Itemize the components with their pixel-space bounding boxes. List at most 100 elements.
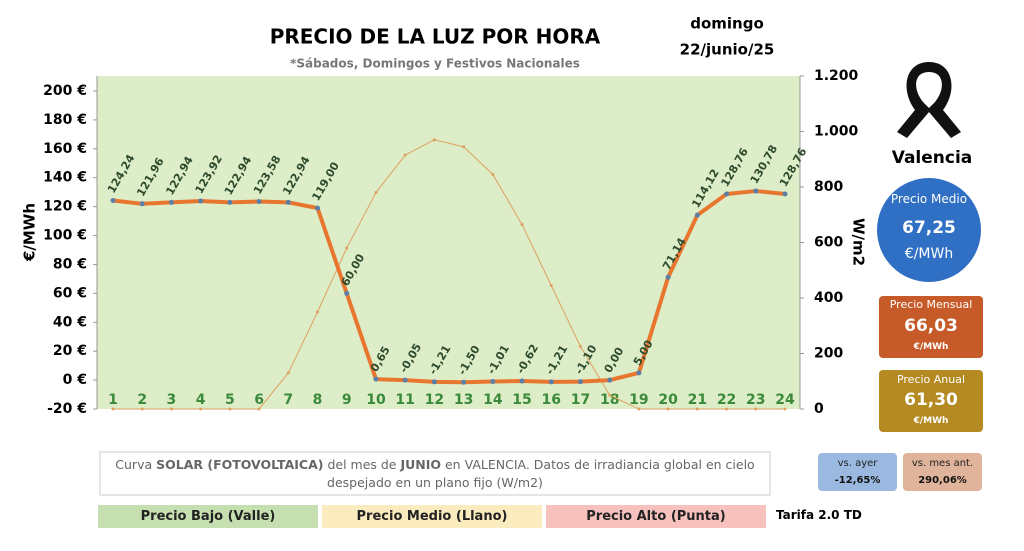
y-tick-label: 20 € [53, 343, 87, 359]
price-point [402, 377, 408, 383]
y-tick-label: 200 € [43, 83, 87, 99]
solar-point [374, 191, 378, 195]
city: Valencia [892, 148, 973, 168]
legend-punta: Precio Alto (Punta) [546, 505, 766, 528]
note-bold: JUNIO [400, 457, 442, 472]
vs-mes-value: 290,06% [918, 475, 967, 486]
medio-circle [877, 178, 981, 282]
y-tick-label: 140 € [43, 170, 87, 186]
vs-ayer-box [818, 453, 897, 491]
solar-point [783, 407, 787, 411]
mensual-value: 66,03 [904, 316, 958, 336]
solar-point [666, 407, 670, 411]
note-bold: SOLAR (FOTOVOLTAICA) [156, 457, 324, 472]
y-tick-label: 40 € [53, 314, 87, 330]
y2-tick-label: 400 [814, 290, 843, 306]
price-point [285, 199, 291, 205]
solar-point [695, 407, 699, 411]
solar-point [169, 407, 173, 411]
vs-ayer-label: vs. ayer [837, 458, 878, 469]
vs-mes-label: vs. mes ant. [911, 458, 974, 469]
x-tick-label: 11 [395, 392, 414, 408]
x-tick-label: 22 [717, 392, 736, 408]
price-point [548, 379, 554, 385]
price-point [607, 377, 613, 383]
price-point [461, 379, 467, 385]
tariff: Tarifa 2.0 TD [776, 508, 862, 522]
price-point [694, 212, 700, 218]
note-text: en VALENCIA. Datos de irradiancia global… [327, 457, 755, 490]
solar-point [140, 407, 144, 411]
mensual-unit: €/MWh [913, 342, 949, 352]
y-tick-label: 80 € [53, 256, 87, 272]
y2-tick-label: 200 [814, 346, 843, 362]
plot-area [97, 76, 800, 409]
mensual-box [879, 296, 983, 358]
price-point [490, 379, 496, 385]
y-tick-label: 60 € [53, 285, 87, 301]
chart-title: PRECIO DE LA LUZ POR HORA [270, 25, 601, 49]
x-tick-label: 14 [483, 392, 503, 408]
solar-point [345, 246, 349, 250]
x-tick-label: 2 [137, 392, 147, 408]
x-tick-label: 13 [454, 392, 473, 408]
note-text: del mes de [323, 457, 401, 472]
medio-label: Precio Medio [890, 192, 968, 206]
x-tick-label: 15 [512, 392, 531, 408]
x-tick-label: 23 [746, 392, 765, 408]
price-point [519, 378, 525, 384]
x-tick-label: 3 [167, 392, 177, 408]
note-box [99, 451, 771, 496]
x-tick-label: 19 [629, 392, 648, 408]
y2-tick-label: 0 [814, 401, 824, 417]
solar-line [113, 139, 785, 410]
legend-valle: Precio Bajo (Valle) [98, 505, 318, 528]
price-point [373, 376, 379, 382]
price-point [256, 198, 262, 204]
price-point [577, 379, 583, 385]
y-tick-label: 0 € [63, 372, 87, 388]
solar-point [520, 222, 524, 226]
solar-point [549, 284, 553, 288]
y2-axis-label: W/m2 [850, 218, 868, 266]
solar-point [228, 407, 232, 411]
solar-point [462, 145, 466, 149]
y2-tick-label: 600 [814, 235, 843, 251]
y-tick-label: -20 € [47, 401, 87, 417]
x-tick-label: 7 [283, 392, 293, 408]
y-tick-label: 100 € [43, 228, 87, 244]
medio-unit: €/MWh [904, 246, 954, 262]
x-tick-label: 10 [366, 392, 386, 408]
y-axis-label: €/MWh [21, 203, 39, 262]
x-tick-label: 6 [254, 392, 264, 408]
solar-point [754, 407, 758, 411]
x-tick-label: 1 [108, 392, 118, 408]
solar-point [725, 407, 729, 411]
price-point [315, 205, 321, 211]
solar-point [286, 371, 290, 375]
solar-point [403, 153, 407, 157]
mensual-label: Precio Mensual [889, 298, 973, 311]
solar-point [637, 407, 641, 411]
y2-tick-label: 800 [814, 179, 843, 195]
anual-unit: €/MWh [913, 416, 949, 426]
solar-point [491, 173, 495, 177]
price-point [344, 290, 350, 296]
vs-mes-box [903, 453, 982, 491]
solar-point [578, 345, 582, 349]
y2-tick-label: 1.200 [814, 68, 859, 84]
x-tick-label: 16 [542, 392, 561, 408]
y-tick-label: 120 € [43, 199, 87, 215]
price-point [431, 379, 437, 385]
mourning-ribbon [897, 62, 961, 138]
x-tick-label: 9 [342, 392, 352, 408]
date: 22/junio/25 [680, 41, 775, 59]
legend-llano: Precio Medio (Llano) [322, 505, 542, 528]
y2-tick-label: 1.000 [814, 124, 859, 140]
x-tick-label: 4 [196, 392, 206, 408]
x-tick-label: 18 [600, 392, 619, 408]
x-tick-label: 20 [658, 392, 678, 408]
subtitle: *Sábados, Domingos y Festivos Nacionales [290, 57, 580, 71]
x-tick-label: 21 [688, 392, 707, 408]
